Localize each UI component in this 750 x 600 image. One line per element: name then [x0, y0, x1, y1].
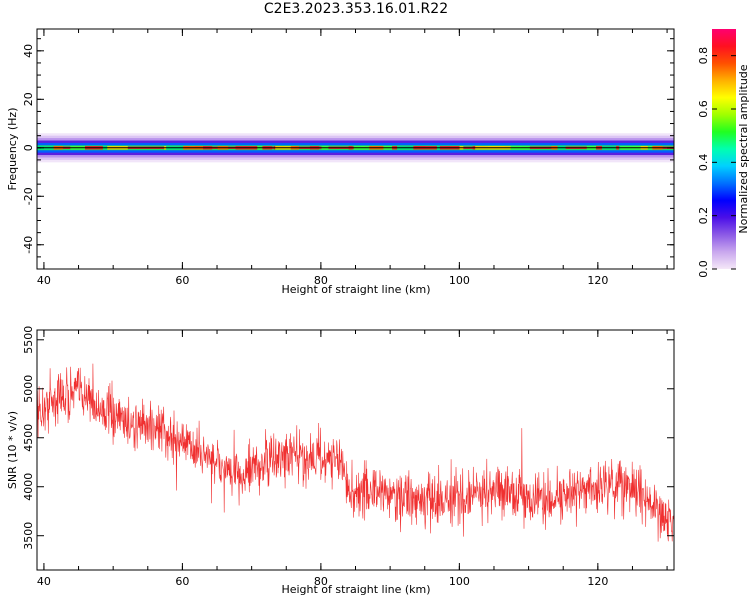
y-tick-label: -20: [22, 187, 35, 205]
figure-title: C2E3.2023.353.16.01.R22: [263, 1, 449, 17]
colorbar-ticks: 0.0 0.2 0.4 0.6 0.8: [697, 47, 736, 278]
colorbar-label: Normalized spectral amplitude: [737, 64, 750, 233]
spectrogram-ylabel: Frequency (Hz): [6, 108, 19, 191]
x-tick-label: 80: [314, 575, 328, 588]
snr-plot-area: [37, 330, 674, 570]
snr-axis-ticks: 40 60 80 100 120 5500 5000 4500 4000 3500: [22, 326, 674, 588]
snr-xlabel: Height of straight line (km): [281, 583, 430, 596]
y-tick-label: -40: [22, 236, 35, 254]
colorbar-tick-label: 0.0: [697, 260, 710, 278]
colorbar: 0.0 0.2 0.4 0.6 0.8 Normalized spectral ampl…: [697, 29, 750, 278]
colorbar-tick-label: 0.6: [697, 100, 710, 118]
snr-panel: 40 60 80 100 120 5500 5000 4500 4000 3500 Height …: [6, 326, 675, 596]
y-tick-label: 0: [22, 144, 35, 151]
x-tick-label: 100: [449, 274, 470, 287]
spectrogram-panel: 40 60 80 100 120 40 20 0 -20 -40 Height of straig…: [6, 28, 675, 296]
colorbar-gradient: [712, 29, 736, 269]
colorbar-tick-label: 0.4: [697, 154, 710, 172]
snr-series-line: [37, 363, 674, 542]
y-tick-label: 40: [22, 44, 35, 58]
x-tick-label: 120: [587, 575, 608, 588]
y-tick-label: 5500: [22, 326, 35, 354]
spectrogram-xlabel: Height of straight line (km): [281, 283, 430, 296]
y-tick-label: 4000: [22, 473, 35, 501]
x-tick-label: 40: [37, 575, 51, 588]
spectrogram-axis-ticks: 40 60 80 100 120 40 20 0 -20 -40: [22, 29, 674, 287]
colorbar-tick-label: 0.2: [697, 207, 710, 225]
x-tick-label: 100: [449, 575, 470, 588]
x-tick-label: 60: [175, 274, 189, 287]
colorbar-tick-label: 0.8: [697, 47, 710, 65]
snr-ylabel: SNR (10 * v/v): [6, 411, 19, 489]
x-tick-label: 60: [175, 575, 189, 588]
y-tick-label: 20: [22, 92, 35, 106]
x-tick-label: 120: [587, 274, 608, 287]
x-tick-label: 40: [37, 274, 51, 287]
x-tick-label: 80: [314, 274, 328, 287]
y-tick-label: 5000: [22, 375, 35, 403]
y-tick-label: 3500: [22, 522, 35, 550]
y-tick-label: 4500: [22, 424, 35, 452]
